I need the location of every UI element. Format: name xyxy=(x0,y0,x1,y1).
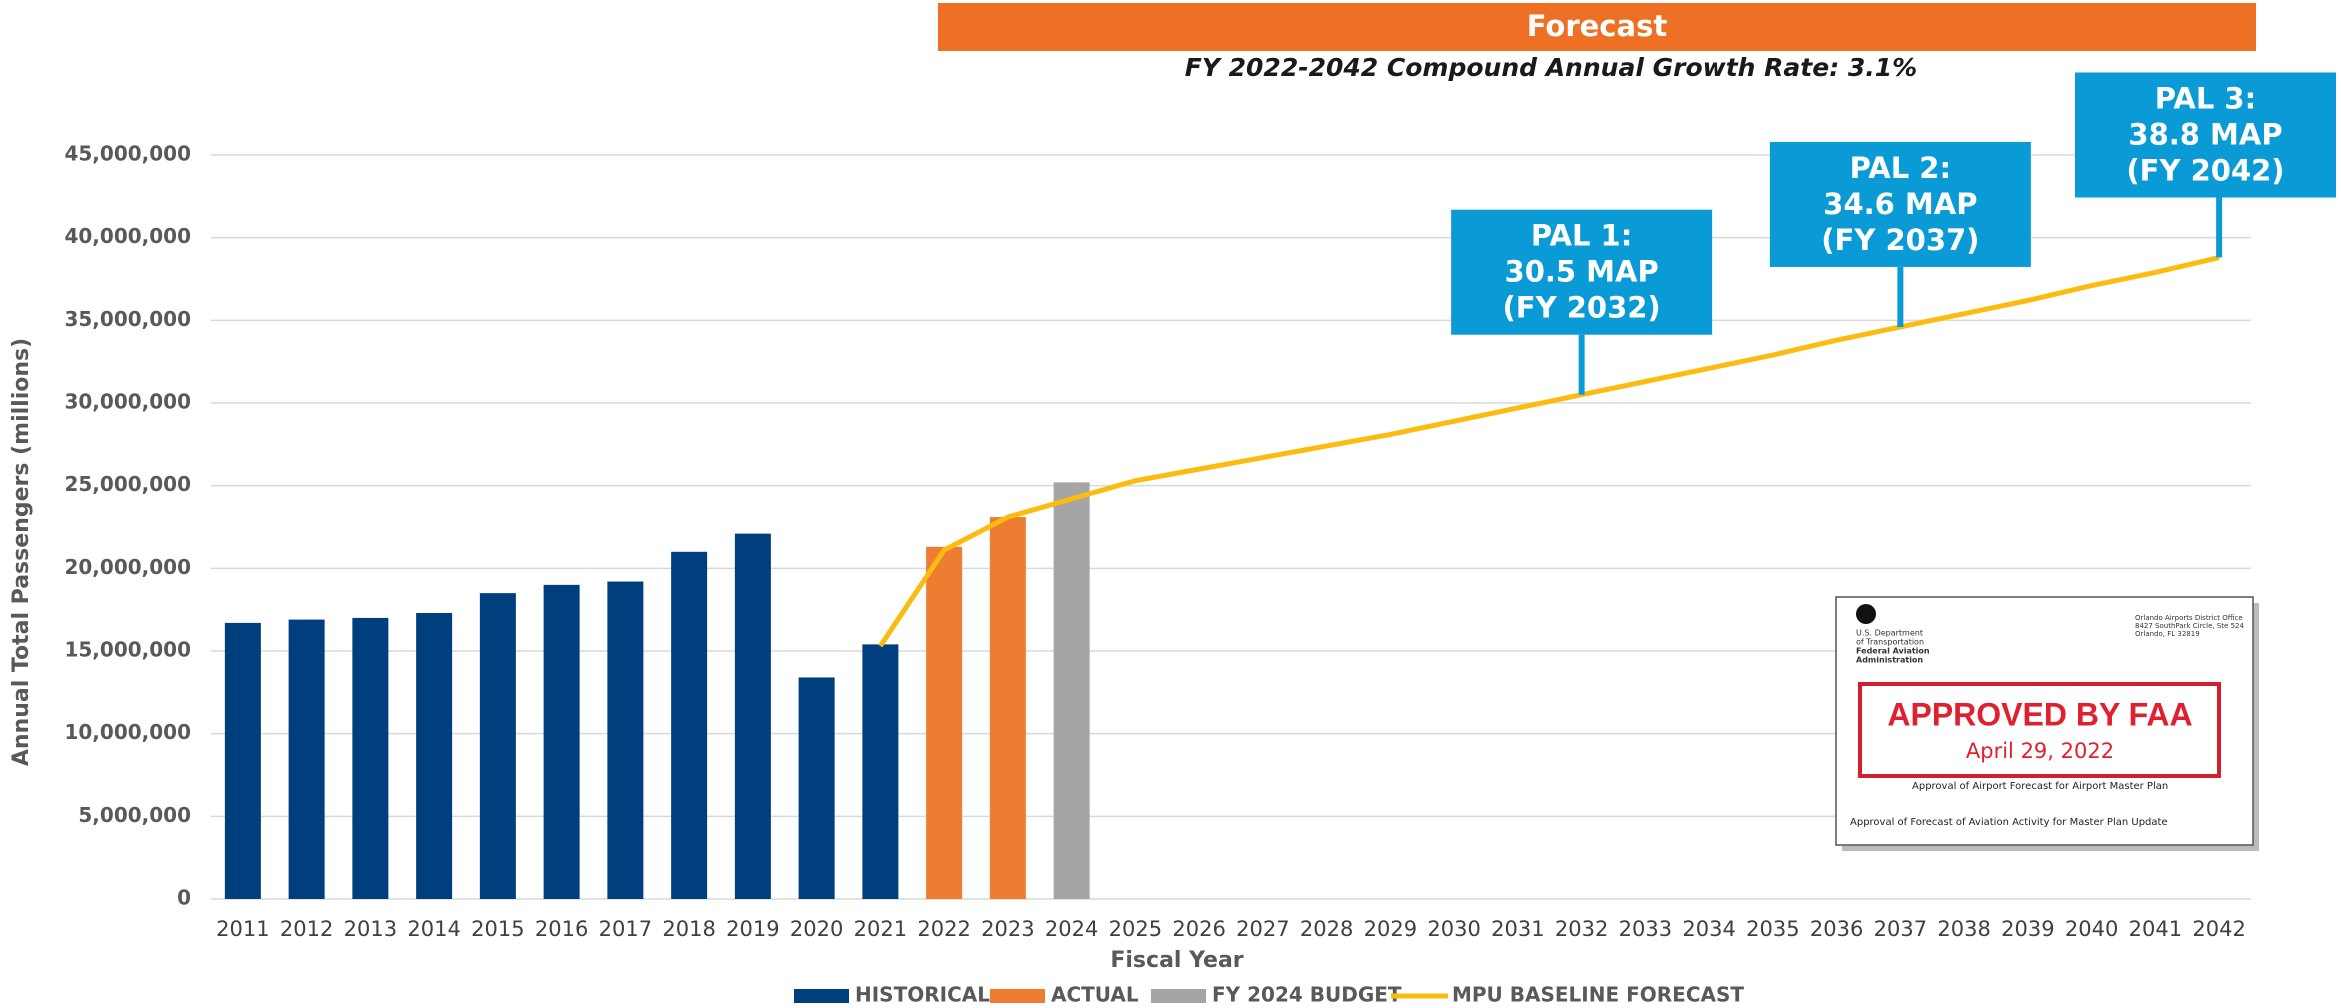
y-tick-label: 25,000,000 xyxy=(64,472,191,496)
x-tick-label: 2016 xyxy=(535,917,588,941)
x-tick-label: 2013 xyxy=(344,917,397,941)
callout-text: 30.5 MAP xyxy=(1505,255,1659,289)
letter-heading: Approval of Forecast of Aviation Activit… xyxy=(1850,817,2168,828)
y-tick-label: 40,000,000 xyxy=(64,224,191,248)
forecast-label: Forecast xyxy=(1527,9,1668,43)
stamp-text: APPROVED BY FAA xyxy=(1887,696,2192,732)
dot-logo xyxy=(1856,604,1876,624)
legend-swatch xyxy=(990,989,1045,1003)
legend-label: MPU BASELINE FORECAST xyxy=(1452,983,1744,1007)
bar xyxy=(607,582,643,899)
x-tick-label: 2018 xyxy=(662,917,715,941)
x-tick-label: 2029 xyxy=(1364,917,1417,941)
subtitle: FY 2022-2042 Compound Annual Growth Rate… xyxy=(1185,53,1917,82)
x-tick-label: 2019 xyxy=(726,917,779,941)
bar xyxy=(799,677,835,899)
bar xyxy=(480,593,516,899)
legend-label: HISTORICAL xyxy=(855,983,990,1007)
chart: Forecast FY 2022-2042 Compound Annual Gr… xyxy=(0,0,2341,1008)
x-tick-label: 2021 xyxy=(854,917,907,941)
bar xyxy=(990,517,1026,899)
callout-text: PAL 2: xyxy=(1850,151,1951,185)
x-tick-label: 2031 xyxy=(1491,917,1544,941)
x-tick-label: 2036 xyxy=(1810,917,1863,941)
callout-text: 38.8 MAP xyxy=(2128,118,2282,152)
bar xyxy=(289,620,325,899)
x-tick-label: 2023 xyxy=(981,917,1034,941)
bar xyxy=(735,534,771,899)
bar xyxy=(926,547,962,899)
bar xyxy=(862,644,898,899)
x-tick-label: 2041 xyxy=(2129,917,2182,941)
y-tick-label: 0 xyxy=(177,886,191,910)
y-tick-label: 5,000,000 xyxy=(78,803,191,827)
x-tick-label: 2032 xyxy=(1555,917,1608,941)
x-tick-label: 2014 xyxy=(407,917,460,941)
y-tick-label: 10,000,000 xyxy=(64,720,191,744)
y-tick-label: 30,000,000 xyxy=(64,390,191,414)
bar xyxy=(671,552,707,899)
bar xyxy=(225,623,261,899)
y-tick-label: 20,000,000 xyxy=(64,555,191,579)
legend-label: ACTUAL xyxy=(1051,983,1139,1007)
letter-subject: Approval of Airport Forecast for Airport… xyxy=(1912,781,2168,792)
bar xyxy=(416,613,452,899)
x-tick-label: 2024 xyxy=(1045,917,1098,941)
x-tick-label: 2033 xyxy=(1619,917,1672,941)
callout-text: 34.6 MAP xyxy=(1823,187,1977,221)
callout-text: PAL 1: xyxy=(1531,219,1632,253)
x-tick-label: 2028 xyxy=(1300,917,1353,941)
x-tick-label: 2039 xyxy=(2001,917,2054,941)
x-tick-label: 2017 xyxy=(599,917,652,941)
callout-text: PAL 3: xyxy=(2155,82,2256,116)
letter-agency: Administration xyxy=(1856,656,1923,665)
y-tick-label: 15,000,000 xyxy=(64,638,191,662)
x-tick-label: 2012 xyxy=(280,917,333,941)
bar xyxy=(544,585,580,899)
bar xyxy=(1054,482,1090,899)
letter-office: 8427 SouthPark Circle, Ste 524 xyxy=(2135,622,2244,630)
x-tick-label: 2015 xyxy=(471,917,524,941)
letter-office: Orlando Airports District Office xyxy=(2135,614,2243,622)
callout-text: (FY 2042) xyxy=(2126,154,2284,188)
y-tick-label: 45,000,000 xyxy=(64,142,191,166)
x-tick-label: 2020 xyxy=(790,917,843,941)
y-axis-title: Annual Total Passengers (millions) xyxy=(9,338,34,766)
x-tick-label: 2042 xyxy=(2192,917,2245,941)
x-tick-label: 2037 xyxy=(1874,917,1927,941)
x-axis-title: Fiscal Year xyxy=(1110,948,1243,973)
y-tick-label: 35,000,000 xyxy=(64,307,191,331)
x-tick-label: 2030 xyxy=(1427,917,1480,941)
legend-swatch xyxy=(1151,989,1206,1003)
x-tick-label: 2038 xyxy=(1937,917,1990,941)
legend-label: FY 2024 BUDGET xyxy=(1212,983,1402,1007)
x-tick-label: 2011 xyxy=(216,917,269,941)
x-tick-label: 2034 xyxy=(1682,917,1735,941)
letter-agency: of Transportation xyxy=(1856,638,1924,647)
legend-swatch xyxy=(794,989,849,1003)
bar xyxy=(352,618,388,899)
x-tick-label: 2022 xyxy=(917,917,970,941)
callout-text: (FY 2037) xyxy=(1821,223,1979,257)
letter-agency: Federal Aviation xyxy=(1856,647,1930,656)
x-tick-label: 2035 xyxy=(1746,917,1799,941)
letter-agency: U.S. Department xyxy=(1856,629,1923,638)
x-tick-label: 2025 xyxy=(1109,917,1162,941)
x-tick-label: 2026 xyxy=(1172,917,1225,941)
page: Forecast FY 2022-2042 Compound Annual Gr… xyxy=(0,0,2341,1008)
x-tick-label: 2040 xyxy=(2065,917,2118,941)
letter-office: Orlando, FL 32819 xyxy=(2135,630,2200,638)
stamp-date: April 29, 2022 xyxy=(1966,739,2114,763)
callout-text: (FY 2032) xyxy=(1503,291,1661,325)
x-tick-label: 2027 xyxy=(1236,917,1289,941)
